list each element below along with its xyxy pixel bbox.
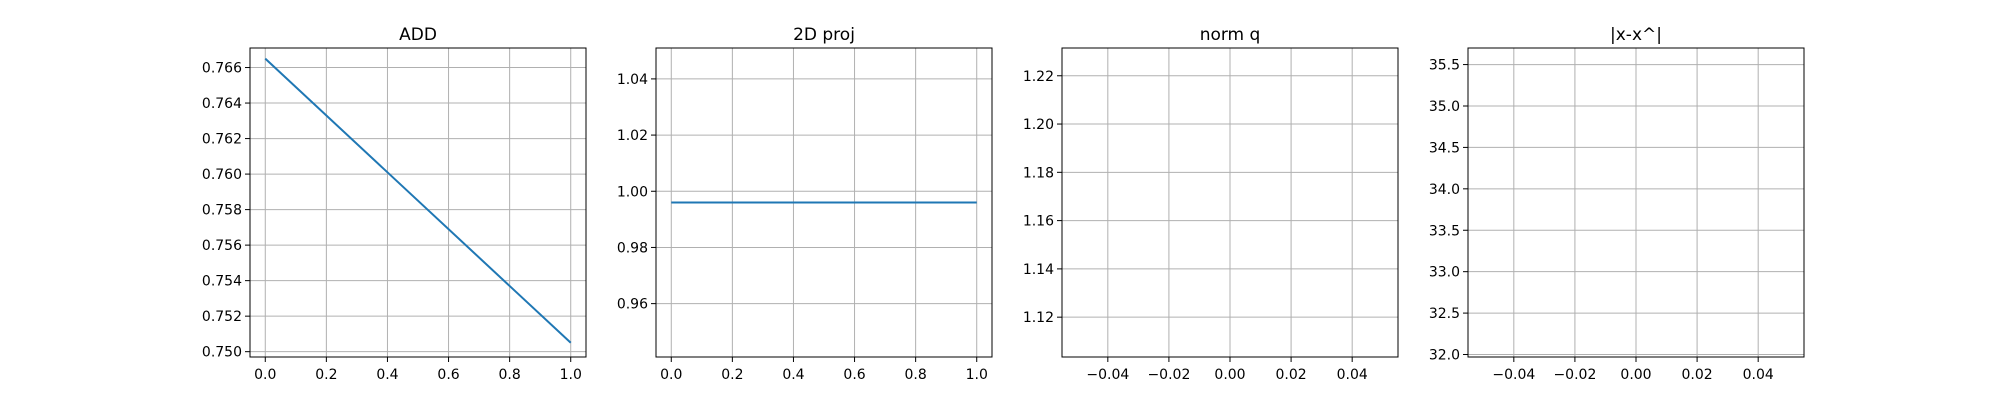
y-tick-label: 0.752 xyxy=(202,309,242,325)
grid xyxy=(1468,48,1804,357)
x-tick-label: −0.02 xyxy=(1553,367,1596,383)
plot-frame xyxy=(1467,47,1805,358)
x-tick-label: 0.0 xyxy=(254,367,276,383)
plot-frame xyxy=(1061,47,1399,358)
grid xyxy=(250,48,586,357)
x-tick-label: 1.0 xyxy=(966,367,988,383)
grid xyxy=(1062,48,1398,357)
y-tick-label: 32.0 xyxy=(1429,348,1460,364)
y-tick-label: 1.00 xyxy=(617,184,648,200)
x-tick-label: 1.0 xyxy=(560,367,582,383)
x-tick-label: 0.02 xyxy=(1276,367,1307,383)
y-tick-label: 0.96 xyxy=(617,297,648,313)
subplot-x-error: |x-x^| −0.04 −0.02 0.00 0.02 0.04 32.0 32.5 33.… xyxy=(1429,25,1805,383)
chart-title: norm q xyxy=(1200,25,1261,45)
y-tick-label: 0.758 xyxy=(202,203,242,219)
y-tick-label: 34.5 xyxy=(1429,140,1460,156)
subplot-2d-proj: 2D proj 0.0 0.2 0.4 0.6 0.8 1.0 0.96 0.98 1.00 1.… xyxy=(617,25,993,383)
y-tick-label: 33.5 xyxy=(1429,223,1460,239)
x-tick-label: −0.02 xyxy=(1147,367,1190,383)
x-tick-label: 0.6 xyxy=(843,367,865,383)
x-tick-label: 0.8 xyxy=(905,367,927,383)
y-tick-label: 34.0 xyxy=(1429,182,1460,198)
chart-title: ADD xyxy=(399,25,437,45)
x-tick-label: 0.0 xyxy=(660,367,682,383)
y-tick-label: 0.756 xyxy=(202,238,242,254)
plot-frame xyxy=(655,47,993,358)
y-tick-label: 0.762 xyxy=(202,132,242,148)
y-tick-label: 1.04 xyxy=(617,72,648,88)
x-tick-label: 0.00 xyxy=(1620,367,1651,383)
y-tick-label: 0.764 xyxy=(202,96,242,112)
series-line xyxy=(264,57,572,344)
y-tick-label: 1.20 xyxy=(1023,117,1054,133)
y-tick-label: 0.98 xyxy=(617,240,648,256)
plot-frame xyxy=(249,47,587,358)
y-tick-label: 0.760 xyxy=(202,167,242,183)
y-tick-label: 35.5 xyxy=(1429,58,1460,74)
y-tick-label: 32.5 xyxy=(1429,306,1460,322)
y-tick-label: 35.0 xyxy=(1429,99,1460,115)
x-tick-label: 0.4 xyxy=(782,367,804,383)
chart-title: 2D proj xyxy=(793,25,855,45)
x-tick-label: 0.8 xyxy=(499,367,521,383)
x-tick-label: 0.2 xyxy=(315,367,337,383)
y-tick-label: 1.18 xyxy=(1023,165,1054,181)
x-tick-label: 0.4 xyxy=(376,367,398,383)
x-tick-label: 0.6 xyxy=(437,367,459,383)
y-tick-label: 33.0 xyxy=(1429,265,1460,281)
x-tick-label: 0.04 xyxy=(1337,367,1368,383)
y-tick-label: 1.22 xyxy=(1023,69,1054,85)
x-tick-label: 0.00 xyxy=(1214,367,1245,383)
x-tick-label: 0.2 xyxy=(721,367,743,383)
x-tick-label: 0.02 xyxy=(1682,367,1713,383)
y-tick-label: 1.14 xyxy=(1023,262,1054,278)
x-tick-label: −0.04 xyxy=(1086,367,1129,383)
y-tick-label: 0.750 xyxy=(202,345,242,361)
chart-title: |x-x^| xyxy=(1610,25,1662,45)
y-tick-label: 1.02 xyxy=(617,128,648,144)
y-tick-label: 1.16 xyxy=(1023,214,1054,230)
y-tick-label: 0.754 xyxy=(202,274,242,290)
y-tick-label: 1.12 xyxy=(1023,310,1054,326)
x-tick-label: −0.04 xyxy=(1492,367,1535,383)
x-tick-label: 0.04 xyxy=(1743,367,1774,383)
y-tick-label: 0.766 xyxy=(202,61,242,77)
subplot-norm-q: norm q −0.04 −0.02 0.00 0.02 0.04 1.12 1.14 1.1… xyxy=(1023,25,1399,383)
subplot-add: ADD 0.0 0.2 0.4 0.6 0.8 1.0 0.750 0.752 0.754 0.7… xyxy=(202,25,587,383)
